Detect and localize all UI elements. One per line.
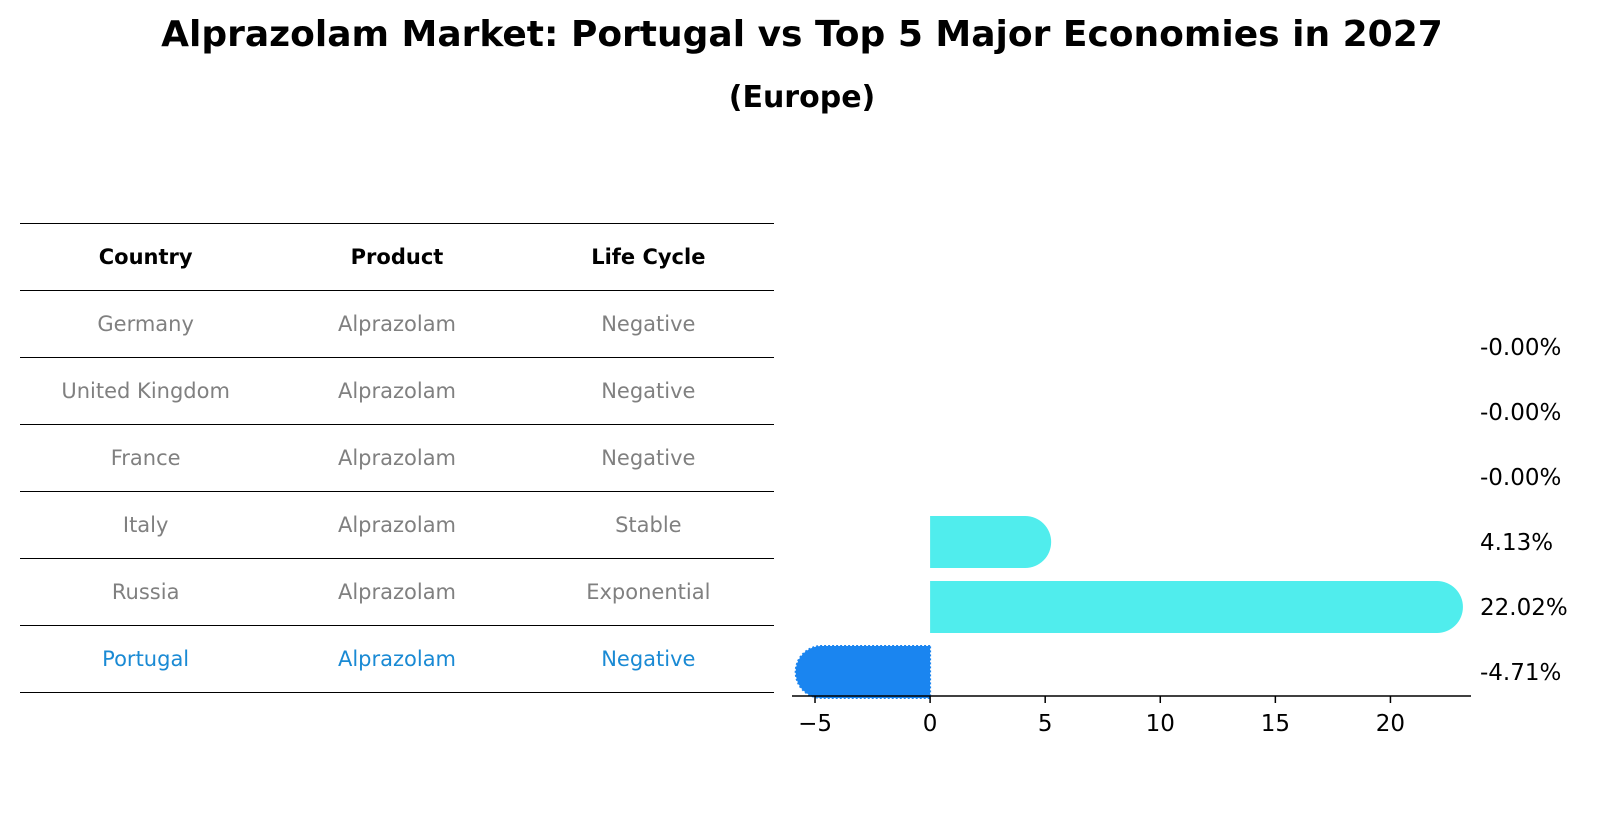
cell-product: Alprazolam (271, 558, 523, 626)
table-row: Italy Alprazolam Stable (20, 491, 774, 559)
bar-italy (930, 516, 1052, 568)
cell-product: Alprazolam (271, 491, 523, 559)
header-country: Country (20, 223, 272, 291)
chart-subtitle: (Europe) (728, 80, 876, 115)
data-table: Country Product Life Cycle Germany Alpra… (20, 223, 774, 693)
cell-country: United Kingdom (20, 357, 272, 425)
data-label: -0.00% (1480, 465, 1561, 491)
data-label: -0.00% (1480, 400, 1561, 426)
cell-product: Alprazolam (271, 290, 523, 358)
table-row: France Alprazolam Negative (20, 424, 774, 492)
x-tick-label: 15 (1261, 711, 1290, 737)
chart-title: Alprazolam Market: Portugal vs Top 5 Maj… (161, 14, 1443, 55)
cell-country: Italy (20, 491, 272, 559)
cell-life-cycle: Exponential (522, 558, 774, 626)
x-tick-label: 20 (1376, 711, 1405, 737)
cell-product: Alprazolam (271, 424, 523, 492)
cell-life-cycle: Negative (522, 625, 774, 693)
x-tick-label: −5 (798, 711, 832, 737)
cell-country: France (20, 424, 272, 492)
cell-life-cycle: Negative (522, 290, 774, 358)
x-tick-label: 10 (1146, 711, 1175, 737)
x-tick-label: 0 (923, 711, 938, 737)
data-label: -0.00% (1480, 335, 1561, 361)
table-row: Germany Alprazolam Negative (20, 290, 774, 358)
data-label: 22.02% (1480, 595, 1568, 621)
header-life-cycle: Life Cycle (522, 223, 774, 291)
data-label: -4.71% (1480, 660, 1561, 686)
cell-product: Alprazolam (271, 357, 523, 425)
bar-portugal (794, 645, 932, 699)
table-header-row: Country Product Life Cycle (20, 223, 774, 291)
table-row: Russia Alprazolam Exponential (20, 558, 774, 626)
table-row: United Kingdom Alprazolam Negative (20, 357, 774, 425)
header-product: Product (271, 223, 523, 291)
cell-life-cycle: Negative (522, 357, 774, 425)
x-tick-label: 5 (1038, 711, 1053, 737)
data-label: 4.13% (1480, 530, 1553, 556)
cell-country: Portugal (20, 625, 272, 693)
cell-life-cycle: Negative (522, 424, 774, 492)
cell-country: Germany (20, 290, 272, 358)
cell-product: Alprazolam (271, 625, 523, 693)
table-row-highlight: Portugal Alprazolam Negative (20, 625, 774, 693)
cell-country: Russia (20, 558, 272, 626)
bar-russia (930, 581, 1463, 633)
cell-life-cycle: Stable (522, 491, 774, 559)
